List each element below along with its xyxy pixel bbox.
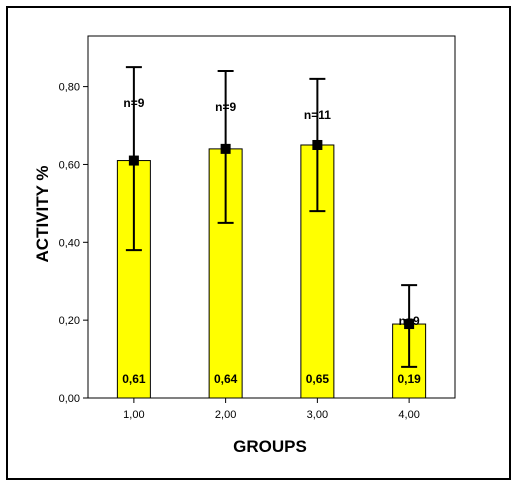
data-label: 0,64 <box>214 372 238 386</box>
y-tick-label: 0,60 <box>59 159 80 171</box>
y-tick-label: 0,20 <box>59 315 80 327</box>
data-label: 0,61 <box>122 372 146 386</box>
y-tick-label: 0,80 <box>59 82 80 94</box>
x-tick-label: 1,00 <box>123 409 144 421</box>
data-label: 0,19 <box>397 372 421 386</box>
sample-size-label: n=9 <box>123 96 144 110</box>
x-axis-title: GROUPS <box>233 437 307 456</box>
mean-marker <box>312 139 323 150</box>
sample-size-label: n=9 <box>399 314 420 328</box>
x-tick-label: 2,00 <box>215 409 236 421</box>
mean-marker <box>404 319 415 330</box>
x-tick-label: 3,00 <box>307 409 328 421</box>
y-axis-title: ACTIVITY % <box>33 166 52 263</box>
y-tick-label: 0,00 <box>59 393 80 405</box>
plot-area <box>87 35 456 399</box>
y-tick-label: 0,40 <box>59 237 80 249</box>
chart-frame <box>6 6 511 480</box>
sample-size-label: n=11 <box>304 108 331 122</box>
x-tick-label: 4,00 <box>398 409 419 421</box>
sample-size-label: n=9 <box>215 100 236 114</box>
data-label: 0,65 <box>306 372 330 386</box>
mean-marker <box>220 143 231 154</box>
mean-marker <box>128 155 139 166</box>
